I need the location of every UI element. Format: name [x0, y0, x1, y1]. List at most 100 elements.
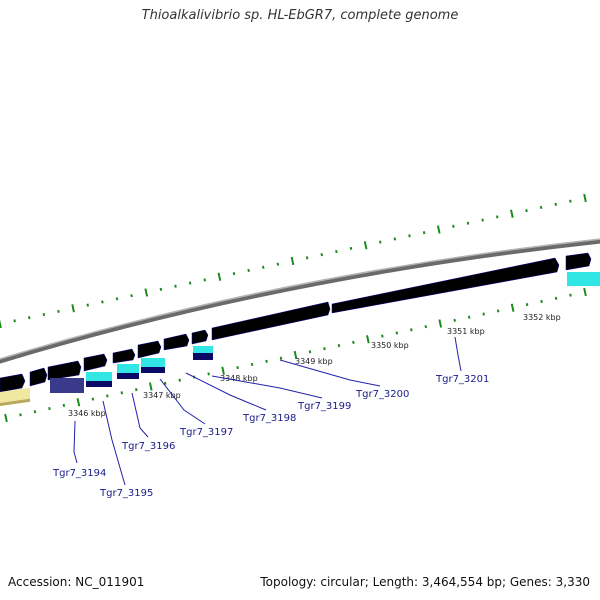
tick-mark [320, 253, 324, 257]
tick-mark [4, 413, 8, 423]
reverse-strand-features [0, 272, 600, 407]
kbp-label: 3352 kbp [523, 313, 561, 322]
tick-mark [232, 272, 236, 276]
tick-mark [422, 231, 426, 235]
tick-mark [33, 410, 37, 414]
tick-mark [395, 331, 399, 335]
gene-label[interactable]: Tgr7_3195 [99, 488, 153, 499]
cds-navy[interactable] [117, 373, 139, 379]
cds-navy[interactable] [193, 353, 213, 360]
tick-mark [236, 366, 239, 370]
gene-arrow[interactable] [29, 367, 48, 387]
tick-mark [337, 343, 341, 348]
tick-mark [178, 378, 181, 382]
gene-arrow[interactable] [0, 373, 26, 393]
tick-mark [106, 394, 109, 398]
gene-arrow[interactable] [191, 329, 209, 345]
gene-label[interactable]: Tgr7_3200 [355, 389, 409, 400]
callout-line [211, 375, 323, 399]
tick-mark [290, 256, 295, 266]
tick-mark [27, 316, 31, 320]
tick-mark [438, 319, 443, 328]
cds-cyan[interactable] [193, 346, 213, 353]
kbp-label: 3347 kbp [143, 391, 181, 400]
gene-arrow[interactable] [137, 340, 162, 359]
tick-mark [159, 287, 163, 291]
callout-line [102, 400, 126, 486]
tick-mark [335, 249, 338, 254]
gene-arrow[interactable] [47, 360, 82, 381]
tick-mark [174, 284, 177, 288]
gene-arrow[interactable] [83, 353, 108, 372]
tick-mark [148, 382, 153, 391]
tick-mark [247, 268, 250, 273]
tick-mark [42, 312, 46, 317]
gene-label[interactable]: Tgr7_3199 [297, 401, 351, 412]
tick-mark [261, 265, 265, 269]
kbp-label: 3350 kbp [371, 341, 409, 350]
tick-mark [410, 328, 413, 332]
tick-mark [569, 199, 572, 203]
tick-mark [293, 350, 298, 360]
gene-arrow[interactable] [163, 333, 190, 351]
kbp-label: 3346 kbp [68, 409, 106, 418]
tick-mark [539, 205, 543, 210]
gene-label[interactable]: Tgr7_3196 [121, 441, 175, 452]
tick-mark [101, 300, 104, 304]
tick-mark [453, 318, 456, 322]
tick-mark [510, 303, 515, 312]
tick-mark [250, 362, 254, 367]
tick-mark [366, 335, 370, 344]
tick-mark [144, 288, 149, 297]
genome-backbone [0, 238, 600, 364]
tick-mark [115, 297, 119, 301]
tick-mark [135, 388, 138, 392]
gene-callouts: Tgr7_3194 Tgr7_3195 Tgr7_3196 Tgr7_3197 Tgr7… [52, 336, 489, 499]
tick-mark [482, 312, 485, 316]
tick-mark [583, 193, 587, 203]
forward-strand-genes [0, 252, 592, 393]
genome-title: Thioalkalivibrio sp. HL-EbGR7, complete … [141, 8, 459, 23]
tick-mark [120, 391, 124, 395]
cds-navy[interactable] [141, 367, 165, 373]
tick-mark [57, 309, 60, 313]
tick-mark [265, 359, 268, 363]
gene-label[interactable]: Tgr7_3198 [242, 413, 296, 424]
callout-line [159, 378, 206, 425]
outer-tick-ring [0, 193, 587, 329]
tick-mark [188, 281, 192, 285]
cds-cyan[interactable] [141, 358, 165, 367]
tick-mark [279, 356, 283, 360]
gene-label[interactable]: Tgr7_3201 [435, 374, 489, 385]
cds-cyan[interactable] [117, 364, 139, 373]
gene-arrow[interactable] [112, 348, 136, 364]
tick-mark [221, 366, 225, 375]
misc-feature-edge [0, 398, 30, 407]
tick-mark [323, 347, 326, 351]
cds-cyan[interactable] [567, 272, 600, 286]
tick-mark [408, 234, 411, 238]
tick-mark [86, 303, 90, 307]
gene-label[interactable]: Tgr7_3194 [52, 468, 106, 479]
reverse-gene[interactable] [50, 378, 84, 393]
tick-mark [203, 278, 207, 282]
tick-mark [554, 202, 558, 206]
tick-mark [217, 272, 222, 281]
tick-mark [540, 299, 543, 304]
inner-tick-ring [4, 287, 587, 423]
gene-label[interactable]: Tgr7_3197 [179, 427, 233, 438]
tick-mark [436, 225, 441, 234]
gene-arrow[interactable] [565, 252, 592, 271]
tick-mark [305, 256, 309, 260]
kbp-label: 3351 kbp [447, 327, 485, 336]
tick-mark [19, 413, 22, 417]
gene-arrow[interactable] [331, 257, 560, 314]
tick-mark [510, 209, 514, 218]
tick-mark [276, 262, 280, 266]
gene-arrow[interactable] [211, 301, 331, 341]
tick-mark [363, 241, 368, 250]
cds-navy[interactable] [86, 381, 112, 387]
cds-cyan[interactable] [86, 372, 112, 381]
kbp-label: 3348 kbp [220, 374, 258, 383]
